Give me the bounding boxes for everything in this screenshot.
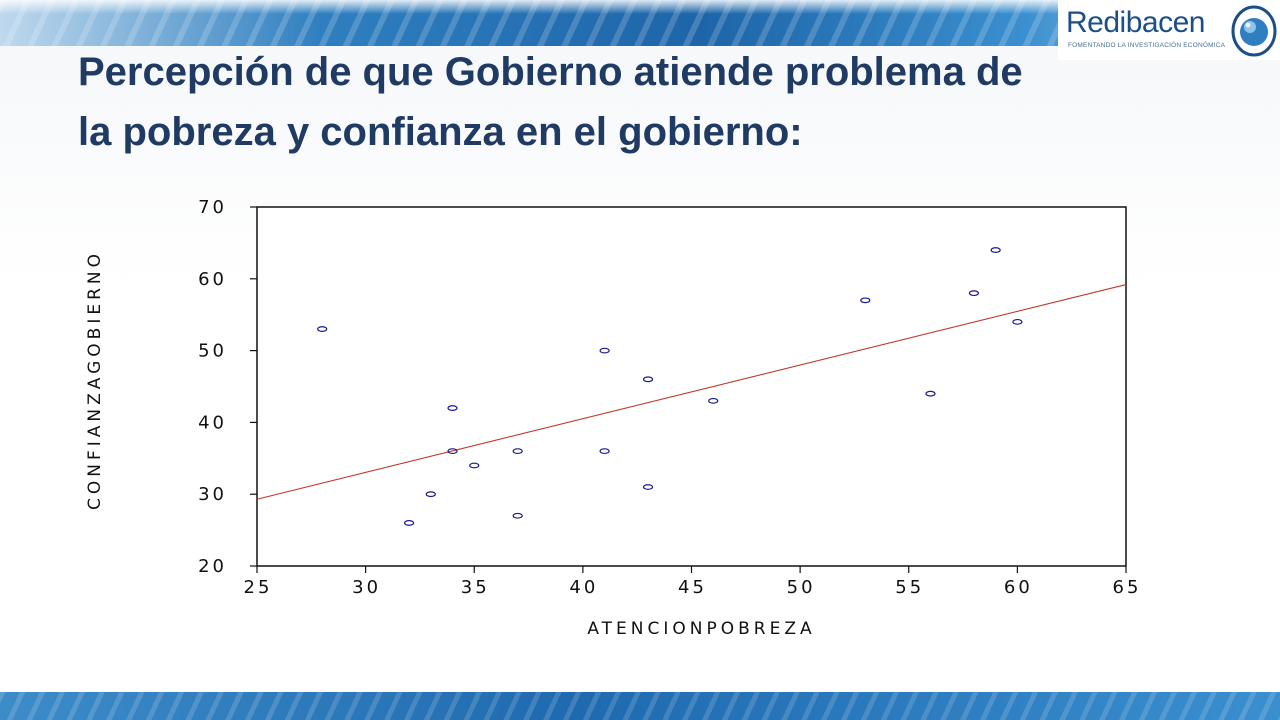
x-tick-label: 45 (678, 577, 707, 598)
data-point (512, 448, 523, 455)
data-point (990, 247, 1001, 253)
data-point (642, 376, 654, 383)
data-point (512, 512, 523, 519)
data-point (860, 297, 871, 304)
logo-name: Redibacen (1066, 6, 1205, 39)
data-point (469, 462, 480, 469)
data-point (1012, 318, 1023, 325)
y-tick-label: 40 (198, 412, 227, 433)
x-tick-label: 25 (244, 577, 273, 598)
y-tick-label: 50 (198, 341, 227, 362)
y-tick-label: 70 (198, 197, 227, 218)
y-axis-label: CONFIANZAGOBIERNO (85, 250, 105, 510)
plot-area (256, 206, 1127, 567)
data-point (425, 491, 436, 498)
x-tick-label: 35 (461, 577, 490, 598)
data-point (599, 347, 610, 354)
x-tick-label: 40 (569, 577, 598, 598)
x-tick-label: 60 (1004, 577, 1033, 598)
x-tick-label: 65 (1113, 577, 1142, 598)
y-tick-label: 60 (198, 269, 227, 290)
data-point (642, 484, 654, 490)
bottom-banner (0, 692, 1280, 720)
data-point (599, 448, 610, 455)
data-point (447, 448, 458, 455)
slide-title: Percepción de que Gobierno atiende probl… (78, 42, 1198, 162)
data-point (403, 520, 415, 526)
x-tick-label: 50 (787, 577, 816, 598)
data-point (925, 390, 936, 397)
slide-title-line1: Percepción de que Gobierno atiende probl… (78, 50, 1023, 94)
data-point (317, 326, 328, 332)
slide-title-line2: la pobreza y confianza en el gobierno: (78, 110, 803, 154)
logo-tagline: FOMENTANDO LA INVESTIGACIÓN ECONÓMICA (1068, 42, 1226, 49)
x-axis-label: ATENCIONPOBREZA (587, 619, 815, 639)
logo: Redibacen FOMENTANDO LA INVESTIGACIÓN EC… (1058, 0, 1280, 60)
data-point (447, 405, 458, 411)
y-tick-label: 20 (198, 556, 227, 577)
y-tick-label: 30 (198, 484, 227, 505)
globe-ring-icon (1231, 5, 1277, 57)
x-tick-label: 30 (352, 577, 381, 598)
data-point (708, 397, 719, 404)
data-point (968, 290, 980, 297)
fit-line (256, 284, 1127, 500)
x-tick-label: 55 (895, 577, 924, 598)
